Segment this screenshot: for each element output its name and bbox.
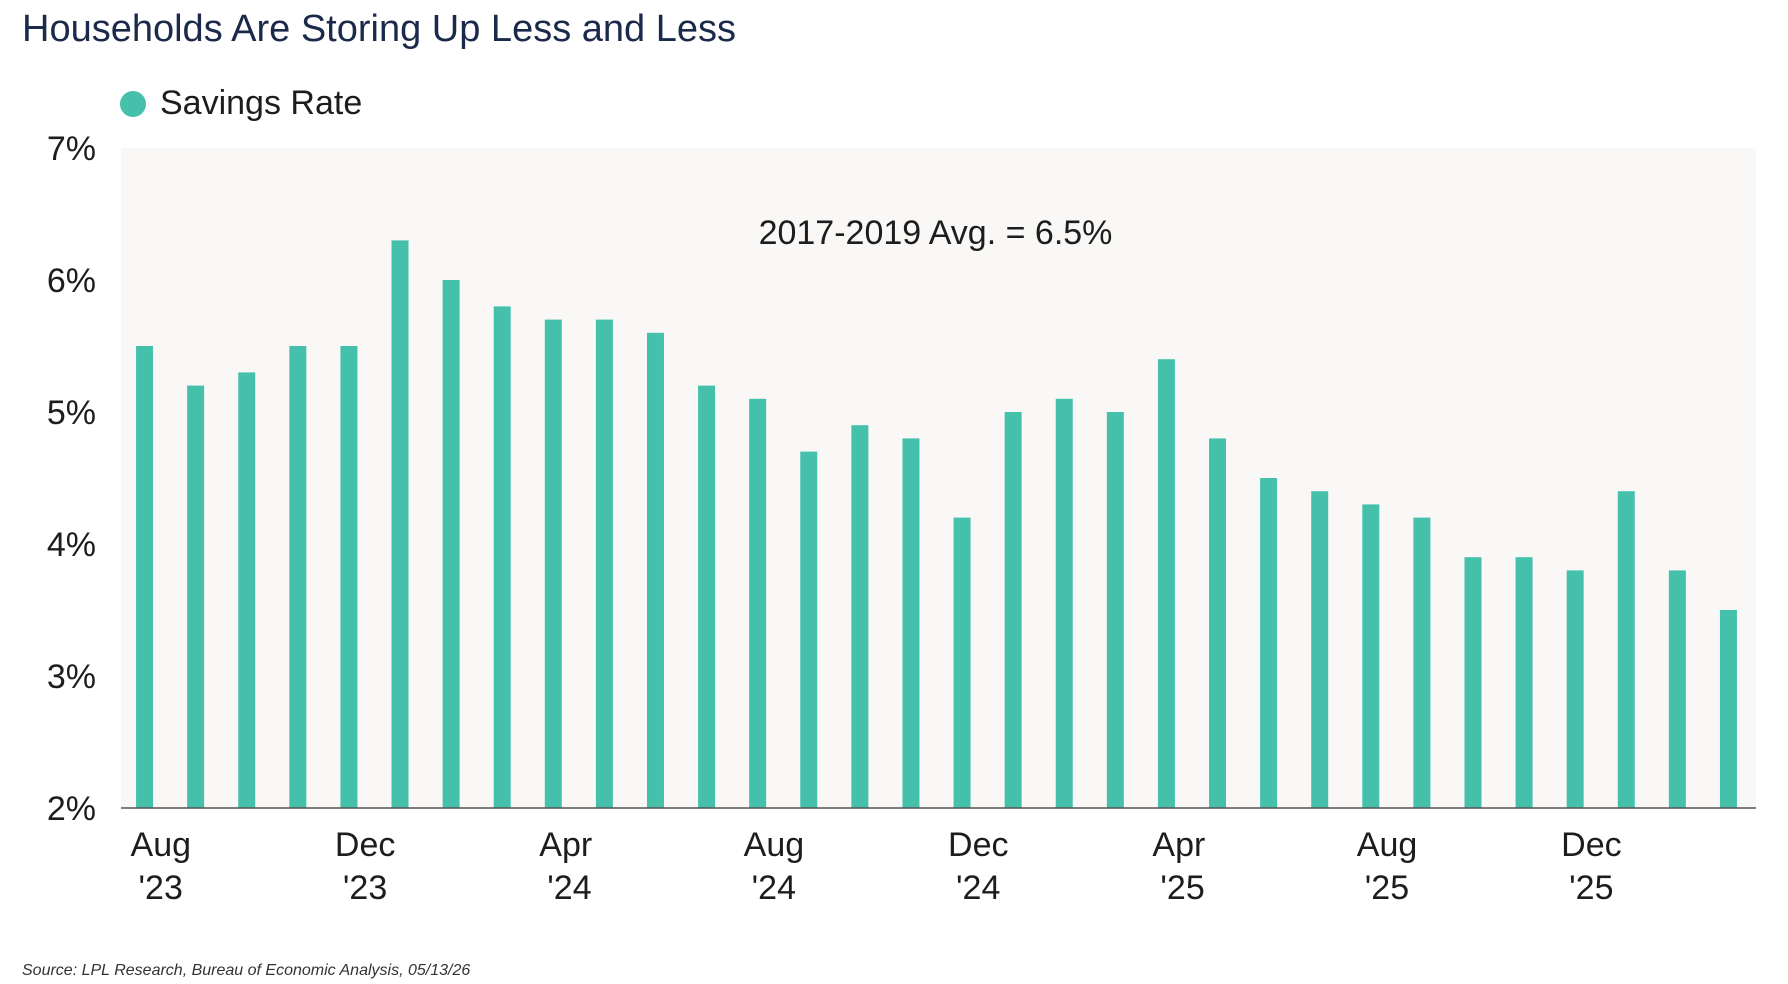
legend-swatch-icon	[120, 90, 146, 117]
bar-sep-24	[800, 451, 818, 808]
x-tick-label-month: Aug	[131, 826, 192, 864]
bar-mar-25	[1106, 412, 1124, 808]
y-tick-label: 4%	[47, 526, 96, 564]
bar-aug-25	[1362, 504, 1380, 808]
bar-feb-26	[1668, 570, 1686, 808]
y-tick-label: 6%	[47, 262, 96, 300]
bar-jan-25	[1004, 412, 1022, 808]
bar-jan-24	[391, 240, 409, 808]
y-tick-label: 2%	[47, 790, 96, 828]
bar-jul-24	[698, 385, 716, 808]
bar-nov-23	[289, 346, 307, 808]
bar-apr-25	[1157, 359, 1175, 808]
x-tick-label-month: Apr	[539, 826, 592, 864]
bar-dec-24	[953, 517, 971, 808]
bar-oct-24	[851, 425, 869, 808]
bar-oct-23	[238, 372, 256, 808]
bar-dec-23	[340, 346, 358, 808]
x-tick-label-year: '24	[547, 869, 591, 907]
bar-apr-24	[544, 319, 562, 808]
y-tick-label: 5%	[47, 394, 96, 432]
x-tick-label-year: '23	[343, 869, 387, 907]
average-annotation: 2017-2019 Avg. = 6.5%	[759, 214, 1113, 252]
bar-feb-25	[1055, 398, 1073, 808]
chart-legend: Savings Rate	[120, 84, 362, 123]
x-tick-label-year: '25	[1160, 869, 1204, 907]
x-tick-label-year: '24	[956, 869, 1000, 907]
bar-sep-23	[187, 385, 205, 808]
bar-nov-24	[902, 438, 920, 808]
x-tick-label-month: Dec	[335, 826, 395, 864]
bar-jun-24	[646, 332, 664, 808]
x-tick-label-month: Dec	[1561, 826, 1621, 864]
bar-mar-24	[493, 306, 511, 808]
x-tick-label-month: Aug	[1357, 826, 1418, 864]
bar-jun-25	[1260, 478, 1278, 808]
bar-aug-23	[136, 346, 154, 808]
y-tick-label: 3%	[47, 658, 96, 696]
bar-aug-24	[749, 398, 767, 808]
x-tick-label-year: '25	[1569, 869, 1613, 907]
bar-sep-25	[1413, 517, 1431, 808]
legend-label: Savings Rate	[160, 84, 363, 122]
y-tick-label: 7%	[47, 130, 96, 168]
bar-may-25	[1209, 438, 1227, 808]
x-tick-label-month: Dec	[948, 826, 1008, 864]
bar-dec-25	[1566, 570, 1584, 808]
x-tick-label-year: '25	[1365, 869, 1409, 907]
bar-jan-26	[1617, 491, 1635, 808]
bar-oct-25	[1464, 557, 1482, 808]
bar-feb-24	[442, 280, 460, 808]
source-note: Source: LPL Research, Bureau of Economic…	[22, 962, 471, 979]
bar-nov-25	[1515, 557, 1533, 808]
x-tick-label-month: Aug	[744, 826, 805, 864]
x-tick-label-year: '24	[752, 869, 796, 907]
x-tick-label-year: '23	[139, 869, 183, 907]
chart-title: Households Are Storing Up Less and Less	[22, 8, 736, 50]
bar-mar-26	[1719, 610, 1737, 808]
bar-may-24	[595, 319, 613, 808]
x-tick-label-month: Apr	[1152, 826, 1205, 864]
bar-jul-25	[1311, 491, 1329, 808]
